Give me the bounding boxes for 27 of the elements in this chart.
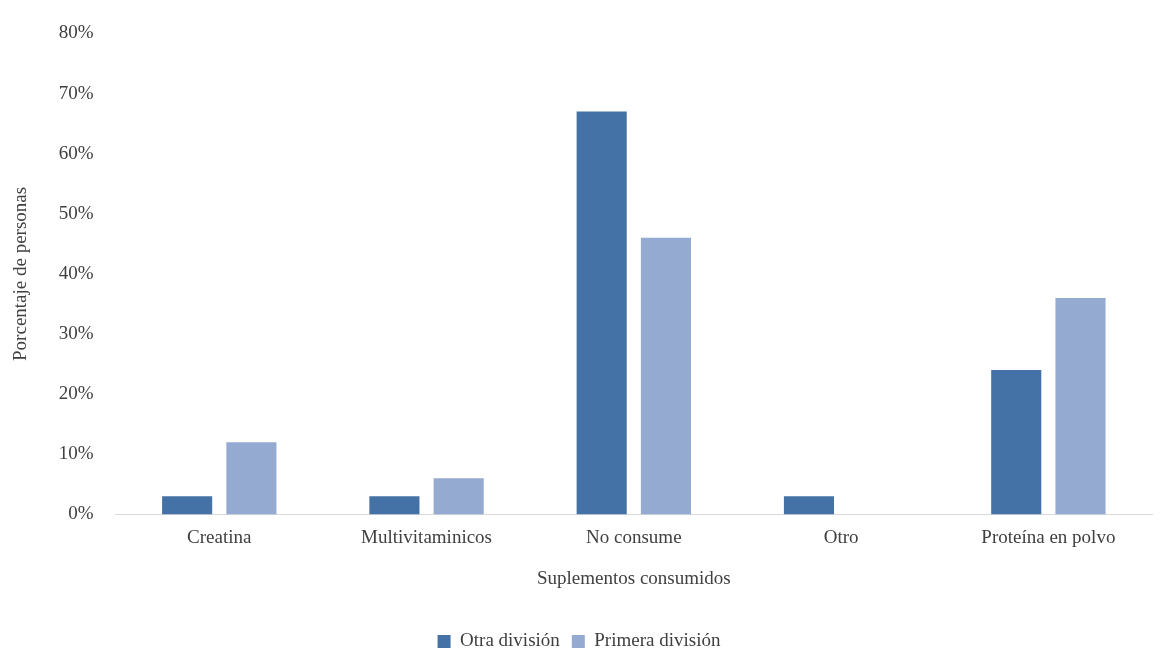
- x-tick-label: No consume: [586, 525, 682, 547]
- bar: [783, 496, 835, 515]
- y-tick-label: 0%: [68, 502, 94, 524]
- y-axis-title: Porcentaje de personas: [9, 186, 31, 361]
- y-tick-label: 40%: [58, 261, 94, 283]
- y-tick-label: 50%: [58, 201, 94, 223]
- x-axis-title: Suplementos consumidos: [536, 566, 731, 588]
- bar: [1055, 297, 1106, 515]
- bar: [640, 237, 691, 515]
- legend-label: Primera división: [594, 629, 721, 651]
- y-tick-label: 60%: [58, 141, 94, 163]
- legend-label: Otra división: [460, 629, 561, 651]
- y-tick-label: 10%: [58, 442, 94, 464]
- bar: [991, 370, 1042, 515]
- x-tick-label: Multivitaminicos: [361, 525, 492, 547]
- bar: [369, 496, 420, 515]
- y-tick-label: 30%: [58, 322, 94, 344]
- x-tick-label: Proteína en polvo: [981, 525, 1116, 547]
- bar: [226, 442, 277, 515]
- y-tick-label: 80%: [58, 21, 94, 43]
- x-tick-label: Otro: [823, 525, 859, 547]
- bar: [162, 496, 213, 515]
- y-tick-label: 20%: [58, 382, 94, 404]
- x-tick-label: Creatina: [187, 525, 253, 547]
- bar: [576, 111, 627, 515]
- y-tick-label: 70%: [58, 81, 94, 103]
- bar: [433, 478, 484, 515]
